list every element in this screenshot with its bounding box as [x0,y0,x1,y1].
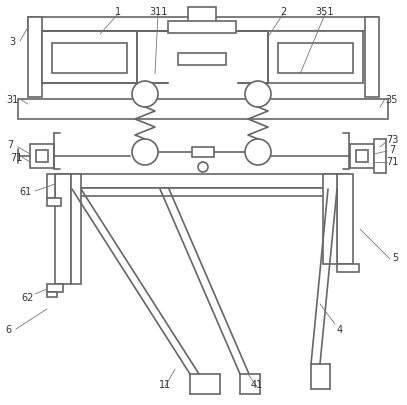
Text: 35: 35 [386,95,398,105]
Bar [18,100,388,120]
Bar [188,8,216,26]
Bar [28,18,378,32]
Circle shape [245,82,271,108]
Text: 6: 6 [5,324,11,334]
Text: 7: 7 [7,140,13,149]
Circle shape [245,140,271,166]
Bar [365,18,379,98]
Bar [47,198,61,207]
Bar [52,44,127,74]
Text: 62: 62 [22,292,34,302]
Bar [47,292,57,297]
Text: 71: 71 [386,157,398,166]
Bar [192,148,214,158]
Bar [36,151,48,162]
Text: 3: 3 [9,37,15,47]
Text: 1: 1 [115,7,121,17]
Circle shape [132,82,158,108]
Text: 71: 71 [10,153,22,162]
Text: 61: 61 [19,187,31,196]
Bar [42,32,137,84]
Bar [30,145,54,168]
Bar [337,175,353,264]
Text: 73: 73 [386,135,398,145]
Bar [28,18,42,98]
Text: 4: 4 [337,324,343,334]
Bar [356,151,368,162]
Text: 5: 5 [392,252,398,262]
Text: 2: 2 [280,7,286,17]
Bar [47,284,63,292]
Bar [337,264,359,272]
Bar [47,175,55,198]
Bar [55,175,349,189]
Text: 31: 31 [6,95,18,105]
Bar [350,145,374,168]
Bar [168,22,236,34]
Circle shape [198,162,208,173]
Bar [55,175,71,284]
Bar [268,32,363,84]
Bar [323,175,337,264]
Text: 11: 11 [159,379,171,389]
Bar [178,54,226,66]
Bar [71,175,81,284]
Bar [55,189,349,196]
Text: 41: 41 [251,379,263,389]
Text: 7: 7 [389,145,395,155]
Bar [374,140,386,174]
Text: 311: 311 [149,7,167,17]
Text: 351: 351 [316,7,334,17]
Circle shape [132,140,158,166]
Bar [278,44,353,74]
